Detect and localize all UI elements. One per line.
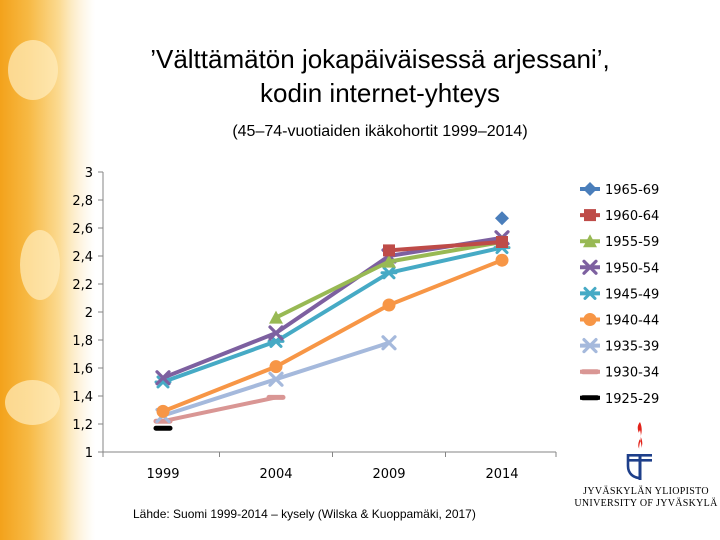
y-tick-label: 2,8 bbox=[72, 194, 93, 209]
legend-item-1930-34: 1930-34 bbox=[580, 366, 659, 381]
data-point-1940-44 bbox=[269, 360, 283, 374]
legend-swatch-marker bbox=[584, 209, 596, 222]
legend-label: 1940-44 bbox=[605, 314, 659, 329]
data-point-1940-44 bbox=[495, 253, 509, 267]
data-point-1950-54 bbox=[155, 370, 171, 386]
legend-item-1940-44: 1940-44 bbox=[580, 313, 659, 329]
legend-item-1965-69: 1965-69 bbox=[580, 182, 659, 198]
legend-item-1960-64: 1960-64 bbox=[580, 209, 659, 224]
legend-swatch-marker bbox=[582, 338, 598, 354]
series-1965-69 bbox=[495, 211, 509, 226]
university-name-en: UNIVERSITY OF JYVÄSKYLÄ bbox=[574, 498, 718, 509]
decorative-fade bbox=[60, 0, 160, 540]
y-tick-label: 1,6 bbox=[72, 362, 93, 377]
legend-label: 1925-29 bbox=[605, 392, 659, 407]
legend-label: 1935-39 bbox=[605, 340, 659, 355]
legend-item-1935-39: 1935-39 bbox=[580, 338, 659, 355]
y-tick-label: 1 bbox=[85, 446, 93, 461]
series-1945-49 bbox=[154, 241, 511, 389]
x-tick-label: 2004 bbox=[259, 467, 292, 482]
data-point-1960-64 bbox=[383, 244, 395, 257]
data-point-1945-49 bbox=[380, 266, 398, 280]
data-point-1960-64 bbox=[496, 236, 508, 248]
legend-swatch-marker bbox=[583, 313, 597, 326]
series-line-1940-44 bbox=[162, 258, 503, 414]
legend-swatch-marker bbox=[583, 234, 597, 248]
university-logo-icon bbox=[626, 422, 652, 480]
series-line-1945-49 bbox=[162, 245, 503, 384]
decorative-light-spot bbox=[8, 40, 58, 100]
university-name-fi: JYVÄSKYLÄN YLIOPISTO bbox=[583, 486, 709, 497]
series-1960-64 bbox=[383, 236, 508, 257]
decorative-light-spot bbox=[20, 230, 60, 300]
series-line-1930-34 bbox=[162, 395, 277, 424]
legend-swatch-marker bbox=[583, 182, 597, 196]
slide-title: ’Välttämätön jokapäiväisessä arjessani’,… bbox=[40, 42, 720, 110]
data-point-1935-39 bbox=[381, 335, 397, 351]
y-tick-label: 1,8 bbox=[72, 334, 93, 349]
legend-swatch-marker bbox=[581, 286, 599, 300]
series-1940-44 bbox=[156, 253, 509, 418]
series-line-1960-64 bbox=[388, 240, 503, 253]
data-point-1940-44 bbox=[156, 404, 170, 418]
y-tick-label: 2,6 bbox=[72, 222, 93, 237]
data-point-1965-69 bbox=[495, 211, 509, 226]
y-tick-label: 1,4 bbox=[72, 390, 93, 405]
legend-label: 1945-49 bbox=[605, 287, 659, 302]
y-tick-label: 3 bbox=[85, 166, 93, 181]
y-tick-label: 2 bbox=[85, 306, 93, 321]
y-tick-label: 2,4 bbox=[72, 250, 93, 265]
slide-subtitle: (45–74-vuotiaiden ikäkohortit 1999–2014) bbox=[232, 123, 528, 140]
data-point-1935-39 bbox=[268, 371, 284, 387]
legend-label: 1950-54 bbox=[605, 261, 659, 276]
legend-item-1950-54: 1950-54 bbox=[580, 259, 659, 276]
y-tick-label: 1,2 bbox=[72, 418, 93, 433]
legend-item-1925-29: 1925-29 bbox=[580, 392, 659, 407]
legend-swatch-marker bbox=[582, 259, 598, 275]
x-tick-label: 2014 bbox=[485, 467, 518, 482]
y-tick-label: 2,2 bbox=[72, 278, 93, 293]
data-point-1955-59 bbox=[269, 310, 283, 324]
title-line-1: ’Välttämätön jokapäiväisessä arjessani’, bbox=[150, 44, 610, 74]
x-tick-label: 2009 bbox=[372, 467, 405, 482]
data-point-1940-44 bbox=[382, 298, 396, 312]
series-1930-34 bbox=[153, 394, 286, 424]
legend-label: 1960-64 bbox=[605, 209, 659, 224]
legend-item-1955-59: 1955-59 bbox=[580, 234, 659, 250]
university-name: JYVÄSKYLÄN YLIOPISTO UNIVERSITY OF JYVÄS… bbox=[572, 486, 720, 510]
legend-item-1945-49: 1945-49 bbox=[580, 286, 659, 302]
legend-label: 1965-69 bbox=[605, 183, 659, 198]
data-point-1950-54 bbox=[268, 325, 284, 341]
title-line-2: kodin internet-yhteys bbox=[260, 78, 500, 108]
decorative-light-spot bbox=[5, 380, 60, 425]
source-note: Lähde: Suomi 1999-2014 – kysely (Wilska … bbox=[133, 507, 476, 521]
legend-label: 1955-59 bbox=[605, 235, 659, 250]
data-point-1955-59 bbox=[382, 254, 396, 268]
legend-label: 1930-34 bbox=[605, 366, 659, 381]
x-tick-label: 1999 bbox=[146, 467, 179, 482]
series-1935-39 bbox=[155, 335, 397, 424]
